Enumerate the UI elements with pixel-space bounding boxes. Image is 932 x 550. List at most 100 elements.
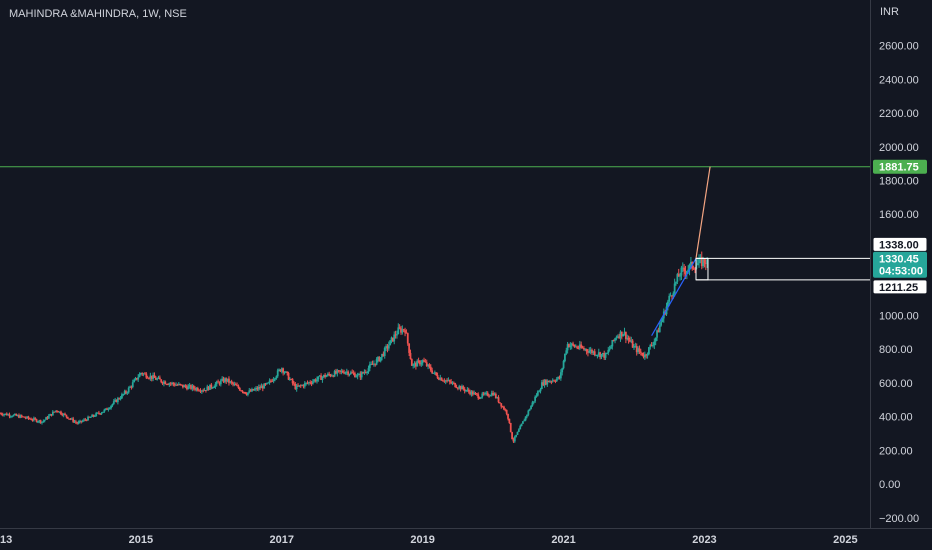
candle-body <box>27 416 30 419</box>
candle-body <box>477 394 480 399</box>
candle-body <box>637 348 639 353</box>
candle-body <box>358 374 360 376</box>
candle-body <box>257 386 260 390</box>
candle-body <box>125 391 127 393</box>
candle-body <box>629 339 631 342</box>
candle-body <box>24 417 27 419</box>
trend-line[interactable] <box>651 258 697 336</box>
candle-body <box>62 413 65 416</box>
price-axis[interactable]: 2600.00 2400.00 2200.00 2000.00 1800.00 1600.… <box>879 41 919 525</box>
candle-body <box>704 263 707 265</box>
candle-body <box>16 415 19 417</box>
candle-body <box>370 363 373 365</box>
candle-body <box>280 368 283 372</box>
candle-body <box>591 349 593 353</box>
candle-body <box>360 372 363 378</box>
x-tick-label: 2017 <box>270 534 294 546</box>
candle-body <box>228 378 230 383</box>
candle-body <box>233 384 236 386</box>
candle-body <box>375 359 378 365</box>
candle-body <box>535 395 538 397</box>
candle-body <box>631 340 634 348</box>
candle-body <box>450 381 453 384</box>
candle-body <box>177 383 180 385</box>
candle-body <box>433 372 436 374</box>
candle-body <box>516 431 519 435</box>
candle-body <box>274 378 276 380</box>
time-axis[interactable]: 2013 2015 2017 2019 2021 2023 2025 <box>0 534 858 546</box>
candle-body <box>416 360 419 367</box>
candle-body <box>486 392 489 396</box>
candle-body <box>3 414 5 416</box>
candle-body <box>45 417 47 420</box>
candle-body <box>549 381 551 383</box>
candle-body <box>532 401 535 403</box>
candle-body <box>54 410 57 412</box>
candle-body <box>570 343 573 346</box>
trend-line[interactable] <box>695 166 711 259</box>
candle-body <box>545 380 547 385</box>
candle-body <box>618 336 621 339</box>
candle-body <box>203 390 206 392</box>
candle-body <box>240 390 243 392</box>
candle-body <box>179 383 182 385</box>
candle-body <box>175 384 178 386</box>
y-tick-label: 2000.00 <box>879 142 919 154</box>
candle-body <box>139 373 142 375</box>
candle-body <box>184 385 187 387</box>
candle-body <box>519 426 522 430</box>
range-top-price-label-bg <box>872 236 928 252</box>
candle-body <box>666 301 669 307</box>
candle-body <box>192 385 195 389</box>
candle-body <box>561 368 564 373</box>
candle-body <box>256 387 259 390</box>
candle-body <box>286 371 289 374</box>
candle-body <box>474 392 477 394</box>
candle-body <box>99 413 102 415</box>
y-tick-label: −200.00 <box>879 513 919 525</box>
candle-body <box>588 350 591 353</box>
candle-body <box>127 387 130 393</box>
candle-body <box>64 413 66 415</box>
candle-body <box>608 348 611 351</box>
candle-body <box>522 421 524 424</box>
candle-body <box>684 271 687 274</box>
x-tick-label: 2023 <box>692 534 716 546</box>
candle-body <box>22 416 24 418</box>
candle-body <box>291 379 294 384</box>
candle-body <box>363 372 366 374</box>
candle-body <box>73 421 76 423</box>
candle-body <box>520 423 523 427</box>
candle-body <box>158 377 161 380</box>
candle-body <box>74 421 77 423</box>
drawings-layer[interactable] <box>0 166 870 336</box>
candle-body <box>58 411 61 413</box>
candle-body <box>108 408 111 410</box>
candle-body <box>173 384 176 386</box>
candle-body <box>169 383 172 385</box>
candle-body <box>546 380 549 385</box>
x-tick-label: 2015 <box>129 534 153 546</box>
range-bottom-price-label: 1211.25 <box>872 279 928 295</box>
candle-body <box>119 398 122 400</box>
candle-body <box>393 334 396 342</box>
candle-body <box>168 383 171 385</box>
candle-body <box>5 413 8 416</box>
candle-body <box>657 330 660 333</box>
candle-body <box>680 267 683 276</box>
candle-body <box>405 332 408 334</box>
candle-body <box>377 356 379 360</box>
candle-body <box>420 363 423 365</box>
candle-body <box>534 396 537 402</box>
candle-body <box>467 389 470 392</box>
candle-body <box>587 351 589 353</box>
candle-body <box>648 347 650 355</box>
candle-body <box>35 419 38 422</box>
candle-body <box>653 341 656 346</box>
candle-body <box>431 370 434 374</box>
candle-body <box>593 351 596 356</box>
candle-body <box>294 383 297 390</box>
candle-body <box>210 384 213 388</box>
candle-body <box>349 372 352 375</box>
